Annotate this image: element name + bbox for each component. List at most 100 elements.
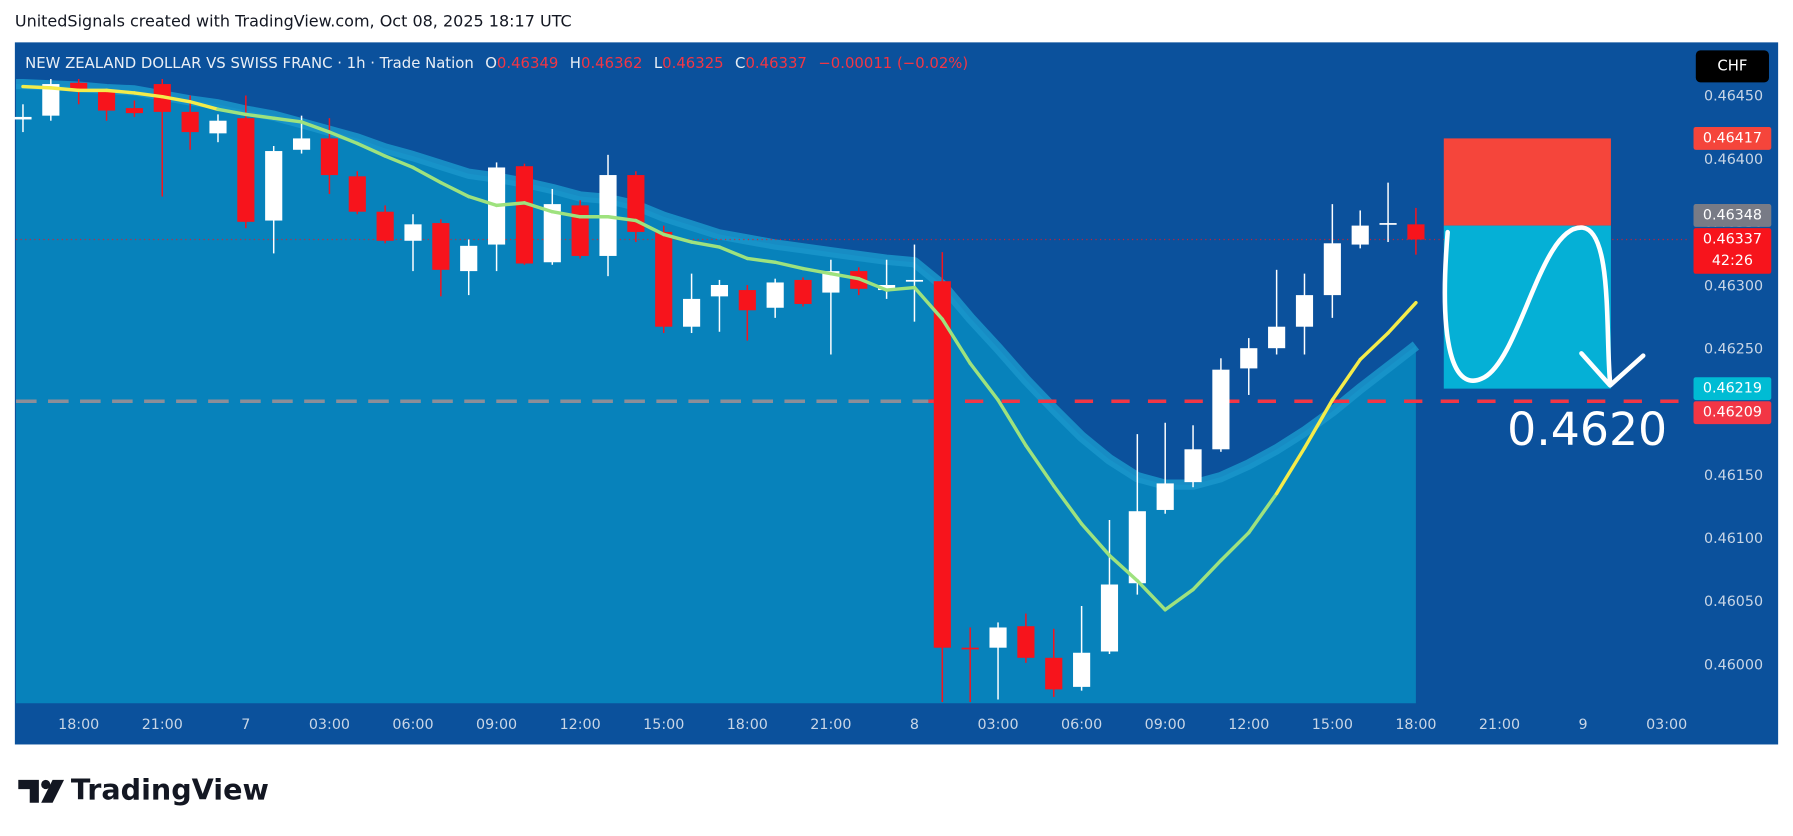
candle-body <box>292 138 311 150</box>
credit: UnitedSignals created with TradingView.c… <box>15 11 572 30</box>
candle-body <box>1156 483 1174 510</box>
y-tick-label: 0.46450 <box>1704 89 1763 105</box>
candle-body <box>265 151 283 221</box>
annotation: 0.4620 <box>1507 403 1667 456</box>
ma-segment <box>244 112 276 120</box>
candle-body <box>404 224 422 241</box>
ma-segment <box>494 201 527 208</box>
x-tick-label: 09:00 <box>1145 717 1186 733</box>
brand-logo <box>18 779 65 803</box>
currency[interactable]: CHF <box>1717 56 1747 74</box>
marks: 0.460000.460500.461000.461500.462000.462… <box>14 78 1772 733</box>
candle-body <box>14 116 32 120</box>
currency-button[interactable] <box>1695 50 1769 83</box>
candle-body <box>961 647 979 650</box>
candle-body <box>655 231 673 327</box>
candle-body <box>320 138 338 176</box>
ma-segment <box>188 100 220 112</box>
ma-segment <box>662 232 694 244</box>
ma-segment <box>1274 446 1307 496</box>
candle-body <box>125 108 143 114</box>
ma-segment <box>21 84 53 90</box>
ma-segment <box>522 201 555 214</box>
ma-segment <box>49 86 81 93</box>
ma-segment <box>216 107 248 117</box>
drawn-arrow <box>1442 225 1613 385</box>
ma-segment <box>1107 553 1140 583</box>
ma-segment <box>968 361 1000 402</box>
candle-body <box>348 176 366 212</box>
x-tick-label: 09:00 <box>476 717 517 733</box>
ma-segment <box>1330 357 1362 402</box>
ma-segment <box>1191 558 1223 592</box>
price-label: 0.46219 <box>1703 381 1762 397</box>
y-tick-label: 0.46400 <box>1704 152 1763 168</box>
brand: TradingView <box>71 772 269 806</box>
candle-body <box>989 627 1007 648</box>
x-tick-label: 12:00 <box>560 717 601 733</box>
low-value: 0.46325 <box>662 54 723 72</box>
open-value: 0.46349 <box>497 54 558 72</box>
candle-body <box>1407 224 1425 240</box>
candle-body <box>1184 449 1202 483</box>
price-label: 0.46337 <box>1703 232 1762 248</box>
y-tick-label: 0.46000 <box>1704 657 1763 673</box>
candle-body <box>543 204 561 263</box>
ma-segment <box>801 266 833 276</box>
candle-body <box>1017 626 1035 658</box>
candle-body <box>1100 584 1119 652</box>
candle-body <box>515 166 534 264</box>
ma-segment <box>383 154 415 170</box>
x-tick-label: 12:00 <box>1228 717 1269 733</box>
ma-segment <box>745 256 777 264</box>
x-tick-label: 18:00 <box>727 717 768 733</box>
candle-body <box>933 281 951 648</box>
y-tick-label: 0.46050 <box>1704 594 1763 610</box>
candle-body <box>738 290 756 311</box>
candle-body <box>710 285 729 297</box>
ma-segment <box>857 276 889 292</box>
ma-segment <box>467 194 499 208</box>
price-label-box <box>1693 401 1772 425</box>
ma-segment <box>104 88 137 95</box>
price-label-box <box>1693 204 1772 227</box>
y-tick-label: 0.46100 <box>1704 531 1763 547</box>
x-tick-label: 8 <box>910 717 919 733</box>
ma-segment <box>829 271 861 281</box>
ma-segment <box>439 180 471 199</box>
candle-body <box>1073 652 1091 687</box>
ma-segment <box>1302 398 1335 450</box>
y-tick-label: 0.46300 <box>1704 278 1763 294</box>
candle-body <box>376 211 394 241</box>
ma-segment <box>996 398 1028 448</box>
price-label: 0.46209 <box>1703 405 1762 421</box>
candle-body <box>905 279 924 282</box>
ma-segment <box>689 240 722 249</box>
x-tick-label: 21:00 <box>1479 717 1520 733</box>
ma-segment <box>1163 587 1195 612</box>
ma-segment <box>717 245 750 261</box>
candle-body <box>683 298 701 327</box>
ma-segment <box>634 218 666 237</box>
x-tick-label: 03:00 <box>309 717 350 733</box>
ma-segment <box>912 285 945 321</box>
x-tick-label: 21:00 <box>142 717 183 733</box>
x-tick-label: 15:00 <box>1312 717 1353 733</box>
x-tick-label: 18:00 <box>1395 717 1436 733</box>
candle-body <box>1212 369 1230 450</box>
high-value: 0.46362 <box>581 54 642 72</box>
x-tick-label: 18:00 <box>58 717 99 733</box>
band-line <box>16 78 1420 490</box>
ma-segment <box>1024 443 1056 488</box>
arrow-head <box>1579 351 1646 388</box>
candle-body <box>1128 511 1146 584</box>
ma-segment <box>1219 530 1251 563</box>
ma-segment <box>355 141 387 158</box>
candle-body <box>209 120 227 134</box>
price-label-box <box>1693 377 1772 401</box>
change: −0.00011 (−0.02%) <box>818 54 968 72</box>
candle-body <box>627 175 645 232</box>
price-label: 0.46417 <box>1703 130 1762 146</box>
candle-body <box>822 271 840 293</box>
